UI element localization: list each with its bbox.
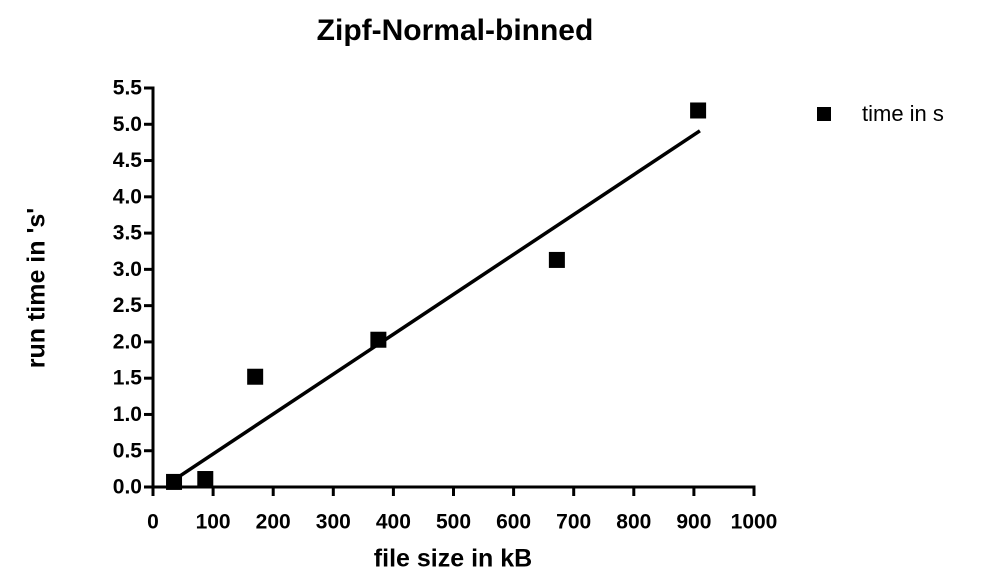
x-tick-label: 600 (496, 511, 531, 534)
y-tick-label: 2.0 (113, 330, 142, 353)
x-tick-label: 1000 (731, 511, 778, 534)
y-tick-label: 1.0 (113, 403, 142, 426)
legend-label: time in s (862, 101, 944, 126)
x-tick-label: 300 (316, 511, 351, 534)
x-tick-label: 500 (436, 511, 471, 534)
y-tick-label: 5.5 (113, 77, 143, 100)
y-tick-label: 5.0 (113, 113, 142, 136)
fit-line (168, 129, 701, 485)
data-point (690, 102, 707, 119)
y-tick-label: 4.0 (113, 185, 142, 208)
data-point (166, 473, 183, 490)
legend-marker (817, 107, 831, 121)
y-tick-label: 3.0 (113, 258, 142, 281)
y-tick-label: 1.5 (113, 367, 143, 390)
y-tick-label: 4.5 (113, 149, 143, 172)
y-tick-label: 3.5 (113, 222, 143, 245)
chart-title: Zipf-Normal-binned (317, 14, 594, 47)
y-tick-label: 0.0 (113, 476, 142, 499)
data-point (370, 331, 387, 348)
x-tick-label: 200 (256, 511, 291, 534)
x-axis-title: file size in kB (374, 545, 532, 573)
data-point (548, 251, 565, 268)
x-tick-label: 700 (556, 511, 591, 534)
x-tick-label: 400 (376, 511, 411, 534)
y-axis-title: run time in 's' (23, 208, 51, 369)
y-tick-label: 2.5 (113, 294, 143, 317)
x-tick-label: 900 (676, 511, 711, 534)
x-tick-label: 0 (147, 511, 159, 534)
x-tick-label: 800 (616, 511, 651, 534)
x-tick-label: 100 (196, 511, 231, 534)
y-tick-label: 0.5 (113, 439, 143, 462)
data-point (247, 368, 264, 385)
data-point (197, 471, 214, 488)
